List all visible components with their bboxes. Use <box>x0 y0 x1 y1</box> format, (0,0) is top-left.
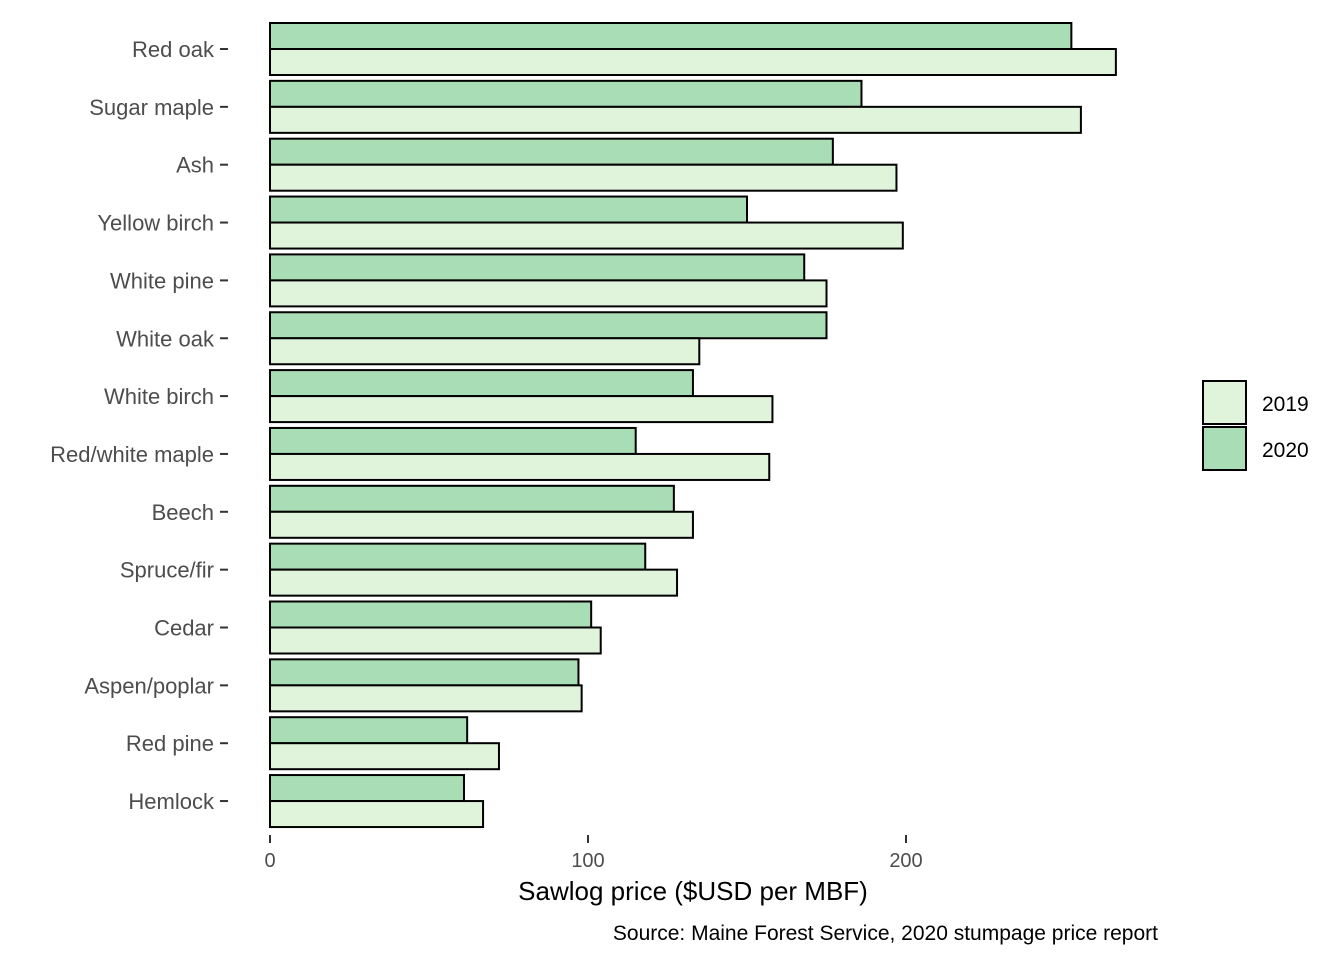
x-tick-label-200: 200 <box>889 850 922 872</box>
y-tick-label-aspen-poplar: Aspen/poplar <box>84 673 214 698</box>
bar-white-pine-2020 <box>269 253 806 282</box>
bar-yellow-birch-2019 <box>269 221 904 250</box>
y-tick-label-red-oak: Red oak <box>132 37 215 62</box>
x-tick-label-100: 100 <box>571 850 604 872</box>
bar-cedar-2020 <box>269 600 593 629</box>
y-tick-label-white-pine: White pine <box>110 268 214 293</box>
bar-ash-2020 <box>269 137 834 166</box>
bars-layer <box>269 22 1117 829</box>
bar-white-birch-2020 <box>269 369 694 398</box>
x-axis-title: Sawlog price ($USD per MBF) <box>518 876 868 906</box>
x-axis: 0 100 200 <box>264 835 923 872</box>
legend-swatch-2020 <box>1202 426 1247 471</box>
bar-white-oak-2019 <box>269 337 701 366</box>
source-caption: Source: Maine Forest Service, 2020 stump… <box>613 922 1158 945</box>
bar-red-pine-2020 <box>269 716 469 745</box>
y-tick-label-red-pine: Red pine <box>126 731 214 756</box>
y-tick-label-beech: Beech <box>152 500 214 525</box>
bar-hemlock-2020 <box>269 774 465 803</box>
bar-white-birch-2019 <box>269 395 774 424</box>
bar-spruce-fir-2019 <box>269 568 679 597</box>
bar-red-white-maple-2020 <box>269 426 637 455</box>
bar-cedar-2019 <box>269 626 602 655</box>
x-tick-label-0: 0 <box>264 850 275 872</box>
bar-beech-2019 <box>269 510 694 539</box>
bar-red-white-maple-2019 <box>269 452 771 481</box>
bar-aspen-poplar-2020 <box>269 658 580 687</box>
y-tick-label-spruce-fir: Spruce/fir <box>120 558 214 583</box>
bar-red-oak-2019 <box>269 48 1117 76</box>
legend-swatch-2019 <box>1202 380 1247 425</box>
y-tick-label-ash: Ash <box>176 153 214 178</box>
bar-hemlock-2019 <box>269 800 485 829</box>
bar-white-pine-2019 <box>269 279 828 308</box>
bar-spruce-fir-2020 <box>269 542 647 571</box>
legend-label-2020: 2020 <box>1262 439 1309 462</box>
y-tick-label-white-oak: White oak <box>116 326 215 351</box>
y-tick-label-white-birch: White birch <box>104 384 214 409</box>
legend-label-2019: 2019 <box>1262 393 1309 416</box>
bar-ash-2019 <box>269 163 898 192</box>
bar-aspen-poplar-2019 <box>269 684 583 713</box>
y-tick-label-yellow-birch: Yellow birch <box>97 211 214 236</box>
bar-red-oak-2020 <box>269 22 1073 50</box>
y-tick-label-red-white-maple: Red/white maple <box>50 442 214 467</box>
y-tick-label-cedar: Cedar <box>154 616 214 641</box>
bar-sugar-maple-2019 <box>269 105 1082 134</box>
y-tick-label-sugar-maple: Sugar maple <box>89 95 214 120</box>
bar-sugar-maple-2020 <box>269 79 863 108</box>
y-axis: Red oak Sugar maple Ash Yellow birch White p… <box>50 37 228 814</box>
bar-yellow-birch-2020 <box>269 195 748 224</box>
bar-white-oak-2020 <box>269 311 828 340</box>
y-tick-label-hemlock: Hemlock <box>128 789 215 814</box>
legend: 2019 2020 <box>1202 380 1309 471</box>
bar-red-pine-2019 <box>269 742 500 771</box>
bar-beech-2020 <box>269 484 675 513</box>
